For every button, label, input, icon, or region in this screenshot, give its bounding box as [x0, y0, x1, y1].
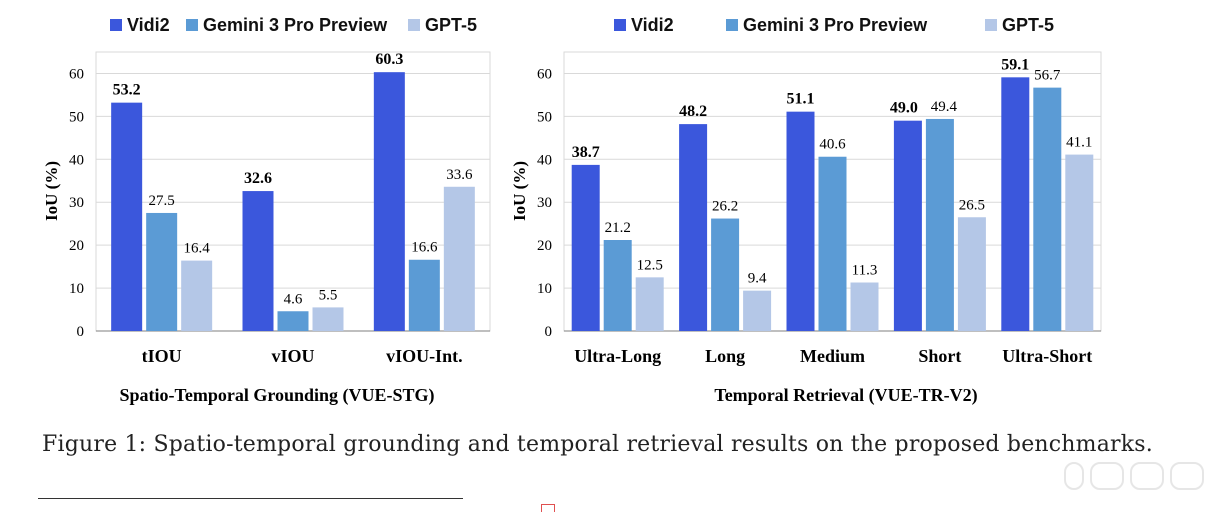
y-axis-label: IoU (%) [510, 161, 529, 221]
y-tick-label: 30 [537, 195, 552, 211]
bar-gemini-3-pro-preview [818, 156, 847, 331]
bar-value-label: 49.4 [931, 99, 958, 115]
red-mark [541, 504, 555, 512]
legend-label: Gemini 3 Pro Preview [743, 15, 928, 35]
y-tick-label: 50 [537, 109, 552, 125]
bar-vidi2 [571, 164, 600, 331]
legend-swatch-0 [614, 19, 626, 31]
bar-gemini-3-pro-preview [1033, 87, 1062, 331]
bar-value-label: 59.1 [1001, 56, 1029, 73]
category-label: Ultra-Short [1002, 346, 1092, 366]
legend-swatch-1 [186, 19, 198, 31]
category-label: vIOU-Int. [386, 346, 463, 366]
bar-value-label: 16.6 [411, 240, 438, 256]
category-label: vIOU [271, 346, 314, 366]
bar-gpt-5 [850, 282, 879, 331]
bar-value-label: 40.6 [819, 137, 846, 153]
category-label: Long [705, 346, 745, 366]
legend-label: GPT-5 [1002, 15, 1054, 35]
bar-gemini-3-pro-preview [277, 311, 309, 331]
bar-value-label: 41.1 [1066, 135, 1092, 151]
legend-swatch-1 [726, 19, 738, 31]
bar-value-label: 60.3 [375, 51, 403, 68]
y-tick-label: 40 [69, 152, 84, 168]
bar-value-label: 26.5 [959, 197, 985, 213]
bar-vidi2 [786, 111, 815, 331]
bar-gemini-3-pro-preview [711, 218, 740, 331]
category-label: Short [918, 346, 961, 366]
bar-gpt-5 [743, 290, 772, 331]
y-tick-label: 10 [537, 281, 552, 297]
bar-value-label: 4.6 [284, 291, 303, 307]
figure-charts: 0 10 20 30 40 50 60 IoU (%) Vidi2 Gemini 3 Pro Pr… [42, 15, 1102, 406]
y-tick-label: 20 [69, 238, 84, 254]
legend-swatch-2 [985, 19, 997, 31]
bar-gpt-5 [181, 260, 213, 331]
y-tick-label: 0 [77, 324, 85, 340]
y-tick-label: 0 [545, 324, 553, 340]
watermark-logo [1064, 462, 1204, 490]
bar-value-label: 33.6 [446, 167, 473, 183]
figure-caption: Figure 1: Spatio-temporal grounding and … [42, 432, 1153, 457]
legend-swatch-0 [110, 19, 122, 31]
y-tick-label: 20 [537, 238, 552, 254]
bar-gpt-5 [312, 307, 344, 331]
bar-gemini-3-pro-preview [146, 212, 178, 331]
bar-gemini-3-pro-preview [408, 259, 440, 331]
bar-value-label: 49.0 [890, 100, 918, 117]
bar-vidi2 [893, 120, 922, 331]
category-label: tIOU [142, 346, 182, 366]
bar-vidi2 [373, 72, 405, 332]
bar-value-label: 51.1 [787, 91, 815, 108]
panel-title: Spatio-Temporal Grounding (VUE-STG) [119, 385, 434, 406]
bar-value-label: 32.6 [244, 170, 272, 187]
bar-gemini-3-pro-preview [603, 240, 632, 331]
legend-label: Vidi2 [127, 15, 170, 35]
bar-vidi2 [679, 124, 708, 331]
bar-vidi2 [242, 191, 274, 331]
bar-value-label: 56.7 [1034, 68, 1061, 84]
panel-title: Temporal Retrieval (VUE-TR-V2) [714, 385, 977, 406]
footnote-rule [38, 498, 463, 499]
bar-value-label: 11.3 [852, 262, 878, 278]
y-tick-label: 40 [537, 152, 552, 168]
bar-value-label: 21.2 [605, 220, 631, 236]
legend-label: GPT-5 [425, 15, 477, 35]
legend-label: Gemini 3 Pro Preview [203, 15, 388, 35]
bar-value-label: 16.4 [184, 241, 211, 257]
bar-vidi2 [1001, 77, 1030, 331]
bar-vidi2 [111, 102, 143, 331]
bar-gpt-5 [1065, 154, 1094, 331]
y-tick-label: 60 [537, 66, 552, 82]
y-tick-label: 60 [69, 66, 84, 82]
bar-value-label: 12.5 [637, 257, 663, 273]
bar-gpt-5 [635, 277, 664, 331]
bar-value-label: 9.4 [748, 271, 767, 287]
category-label: Medium [800, 346, 865, 366]
category-label: Ultra-Long [574, 346, 661, 366]
bar-value-label: 5.5 [319, 287, 338, 303]
bar-value-label: 26.2 [712, 199, 738, 215]
bar-gpt-5 [443, 186, 475, 331]
bar-value-label: 27.5 [149, 193, 175, 209]
y-tick-label: 30 [69, 195, 84, 211]
legend-label: Vidi2 [631, 15, 674, 35]
y-tick-label: 50 [69, 109, 84, 125]
y-tick-label: 10 [69, 281, 84, 297]
bar-gpt-5 [957, 217, 986, 331]
bar-gemini-3-pro-preview [925, 118, 954, 332]
legend-swatch-2 [408, 19, 420, 31]
bar-value-label: 48.2 [679, 103, 707, 120]
bar-value-label: 38.7 [572, 144, 600, 161]
y-axis-label: IoU (%) [42, 161, 61, 221]
bar-value-label: 53.2 [113, 82, 141, 99]
